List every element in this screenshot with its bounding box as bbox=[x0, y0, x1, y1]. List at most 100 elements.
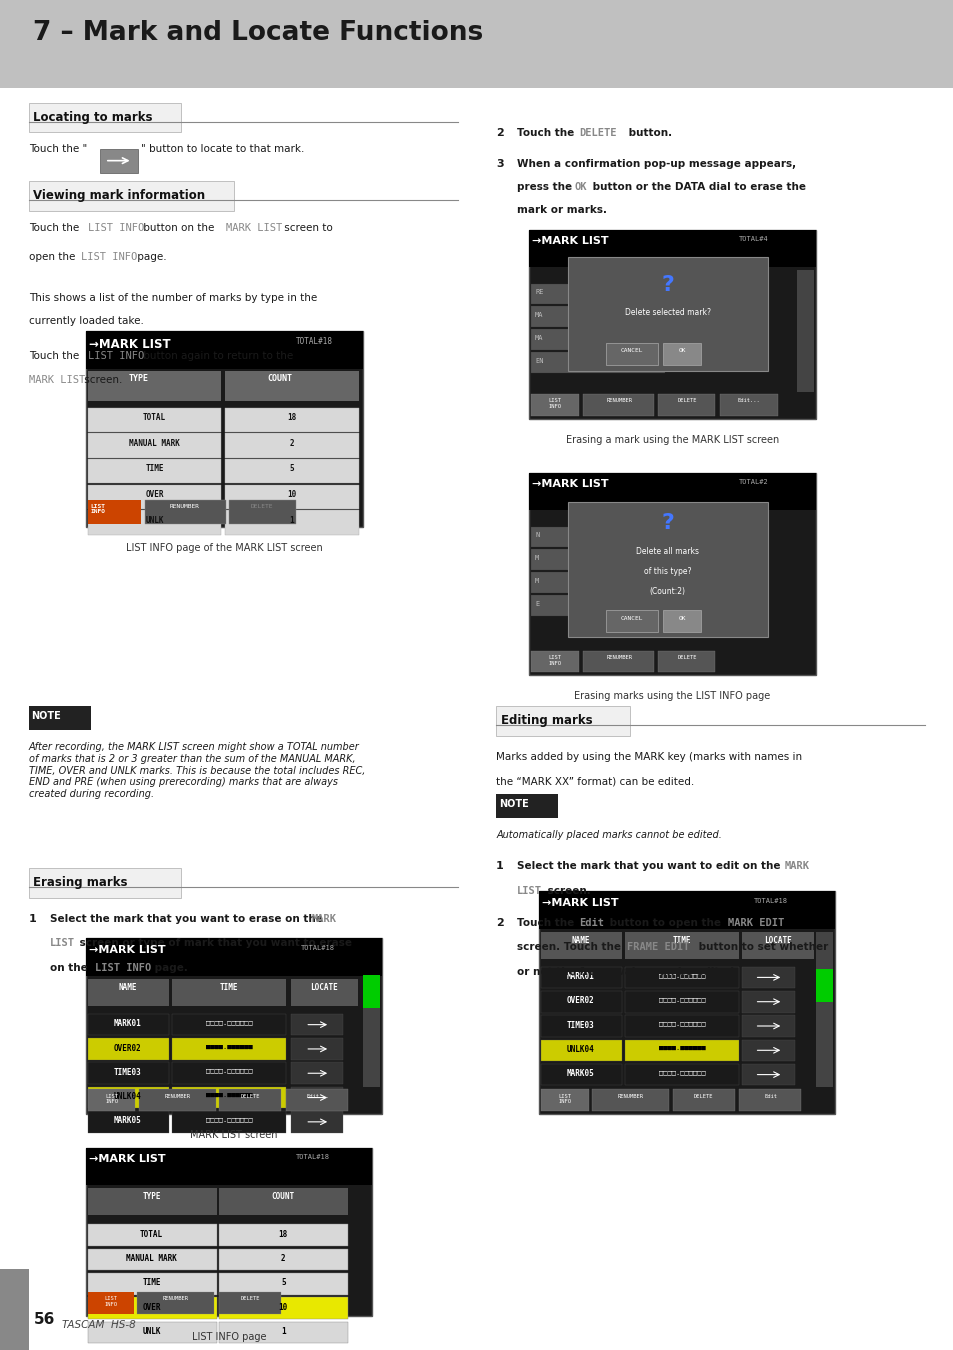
Text: MARK05: MARK05 bbox=[566, 1069, 595, 1079]
FancyBboxPatch shape bbox=[624, 967, 739, 988]
Text: 18: 18 bbox=[278, 1230, 288, 1239]
FancyBboxPatch shape bbox=[291, 1062, 343, 1084]
FancyBboxPatch shape bbox=[29, 868, 181, 898]
Text: N: N bbox=[535, 532, 538, 537]
Text: RENUMBER: RENUMBER bbox=[605, 398, 632, 404]
Text: OVER: OVER bbox=[145, 490, 164, 500]
Text: TOTAL#18: TOTAL#18 bbox=[295, 1154, 330, 1160]
Text: MA: MA bbox=[535, 335, 543, 340]
Text: or not the frame value can be edited.: or not the frame value can be edited. bbox=[517, 967, 738, 976]
FancyBboxPatch shape bbox=[225, 485, 358, 509]
Text: button to set whether: button to set whether bbox=[695, 942, 828, 952]
Text: 2: 2 bbox=[496, 918, 503, 927]
Text: □□□□.□□□□□□: □□□□.□□□□□□ bbox=[205, 1068, 253, 1073]
FancyBboxPatch shape bbox=[29, 181, 233, 211]
FancyBboxPatch shape bbox=[172, 979, 286, 1006]
Text: TIME: TIME bbox=[672, 936, 691, 945]
Text: OK: OK bbox=[678, 616, 685, 621]
Text: DELETE: DELETE bbox=[240, 1094, 259, 1099]
FancyBboxPatch shape bbox=[291, 979, 357, 1006]
Text: →MARK LIST: →MARK LIST bbox=[89, 945, 165, 954]
FancyBboxPatch shape bbox=[219, 1292, 281, 1314]
FancyBboxPatch shape bbox=[362, 979, 379, 1087]
FancyBboxPatch shape bbox=[741, 1064, 794, 1085]
FancyBboxPatch shape bbox=[529, 472, 815, 510]
Text: Touch the: Touch the bbox=[517, 128, 578, 138]
FancyBboxPatch shape bbox=[291, 1087, 343, 1108]
Text: MARK EDIT: MARK EDIT bbox=[727, 918, 783, 927]
FancyBboxPatch shape bbox=[658, 394, 715, 416]
Text: When a confirmation pop-up message appears,: When a confirmation pop-up message appea… bbox=[517, 159, 796, 169]
FancyBboxPatch shape bbox=[86, 938, 381, 976]
Text: page.: page. bbox=[151, 963, 188, 972]
Text: Touch the ": Touch the " bbox=[29, 144, 87, 154]
Text: CANCEL: CANCEL bbox=[619, 348, 642, 354]
FancyBboxPatch shape bbox=[88, 1322, 216, 1343]
Text: ■■■■.■■■■■■: ■■■■.■■■■■■ bbox=[205, 1044, 253, 1049]
FancyBboxPatch shape bbox=[225, 510, 358, 535]
FancyBboxPatch shape bbox=[139, 1089, 215, 1111]
FancyBboxPatch shape bbox=[582, 651, 654, 672]
Text: button again to return to the: button again to return to the bbox=[140, 351, 296, 360]
Text: LIST INFO page: LIST INFO page bbox=[192, 1332, 266, 1342]
Text: 2: 2 bbox=[496, 128, 503, 138]
Text: Erasing marks: Erasing marks bbox=[33, 876, 128, 890]
Text: 1: 1 bbox=[496, 861, 503, 871]
Text: Erasing marks using the LIST INFO page: Erasing marks using the LIST INFO page bbox=[574, 691, 770, 701]
FancyBboxPatch shape bbox=[225, 459, 358, 483]
Text: screen or type of mark that you want to erase: screen or type of mark that you want to … bbox=[76, 938, 352, 948]
FancyBboxPatch shape bbox=[88, 510, 221, 535]
Text: LIST INFO: LIST INFO bbox=[88, 351, 144, 360]
FancyBboxPatch shape bbox=[531, 394, 578, 416]
FancyBboxPatch shape bbox=[137, 1292, 213, 1314]
Text: RENUMBER: RENUMBER bbox=[162, 1296, 189, 1301]
FancyBboxPatch shape bbox=[86, 1148, 372, 1185]
FancyBboxPatch shape bbox=[145, 500, 226, 524]
Text: Select the mark that you want to edit on the: Select the mark that you want to edit on… bbox=[517, 861, 783, 871]
Text: UNLK: UNLK bbox=[145, 516, 164, 525]
Text: LIST INFO page of the MARK LIST screen: LIST INFO page of the MARK LIST screen bbox=[126, 543, 322, 552]
Text: 56: 56 bbox=[33, 1312, 54, 1327]
FancyBboxPatch shape bbox=[100, 148, 138, 173]
Text: 2: 2 bbox=[290, 439, 294, 448]
FancyBboxPatch shape bbox=[624, 931, 739, 958]
Text: screen. Touch the: screen. Touch the bbox=[517, 942, 624, 952]
Text: 5: 5 bbox=[281, 1278, 285, 1288]
FancyBboxPatch shape bbox=[624, 1040, 739, 1061]
FancyBboxPatch shape bbox=[219, 1224, 348, 1246]
FancyBboxPatch shape bbox=[815, 969, 832, 1002]
FancyBboxPatch shape bbox=[567, 502, 767, 637]
Text: TOTAL#2: TOTAL#2 bbox=[739, 479, 768, 485]
FancyBboxPatch shape bbox=[658, 651, 715, 672]
FancyBboxPatch shape bbox=[605, 610, 658, 632]
FancyBboxPatch shape bbox=[592, 1089, 668, 1111]
Text: Delete selected mark?: Delete selected mark? bbox=[624, 308, 710, 317]
Text: MANUAL MARK: MANUAL MARK bbox=[129, 439, 180, 448]
Text: Delete all marks: Delete all marks bbox=[636, 547, 699, 556]
FancyBboxPatch shape bbox=[531, 352, 664, 373]
Text: button on the: button on the bbox=[140, 223, 217, 232]
FancyBboxPatch shape bbox=[815, 931, 832, 1087]
Text: OVER02: OVER02 bbox=[566, 996, 595, 1006]
Text: button or the DATA dial to erase the: button or the DATA dial to erase the bbox=[588, 182, 804, 192]
Text: currently loaded take.: currently loaded take. bbox=[29, 316, 143, 325]
FancyBboxPatch shape bbox=[531, 549, 664, 570]
Text: Touch the: Touch the bbox=[29, 223, 82, 232]
Text: LIST INFO: LIST INFO bbox=[95, 963, 152, 972]
FancyBboxPatch shape bbox=[172, 1038, 286, 1060]
FancyBboxPatch shape bbox=[172, 1062, 286, 1084]
FancyBboxPatch shape bbox=[29, 706, 91, 730]
FancyBboxPatch shape bbox=[582, 394, 654, 416]
Text: Edit...: Edit... bbox=[737, 398, 760, 404]
FancyBboxPatch shape bbox=[219, 1188, 348, 1215]
Text: the “MARK XX” format) can be edited.: the “MARK XX” format) can be edited. bbox=[496, 776, 694, 786]
FancyBboxPatch shape bbox=[88, 371, 221, 401]
FancyBboxPatch shape bbox=[624, 1064, 739, 1085]
Text: □□□□.□□□□□□: □□□□.□□□□□□ bbox=[658, 1069, 705, 1075]
Text: Locating to marks: Locating to marks bbox=[33, 111, 152, 124]
Text: TYPE: TYPE bbox=[142, 1192, 161, 1202]
Text: LIST
INFO: LIST INFO bbox=[104, 1296, 117, 1307]
FancyBboxPatch shape bbox=[219, 1089, 281, 1111]
Text: TOTAL: TOTAL bbox=[140, 1230, 163, 1239]
FancyBboxPatch shape bbox=[88, 485, 221, 509]
